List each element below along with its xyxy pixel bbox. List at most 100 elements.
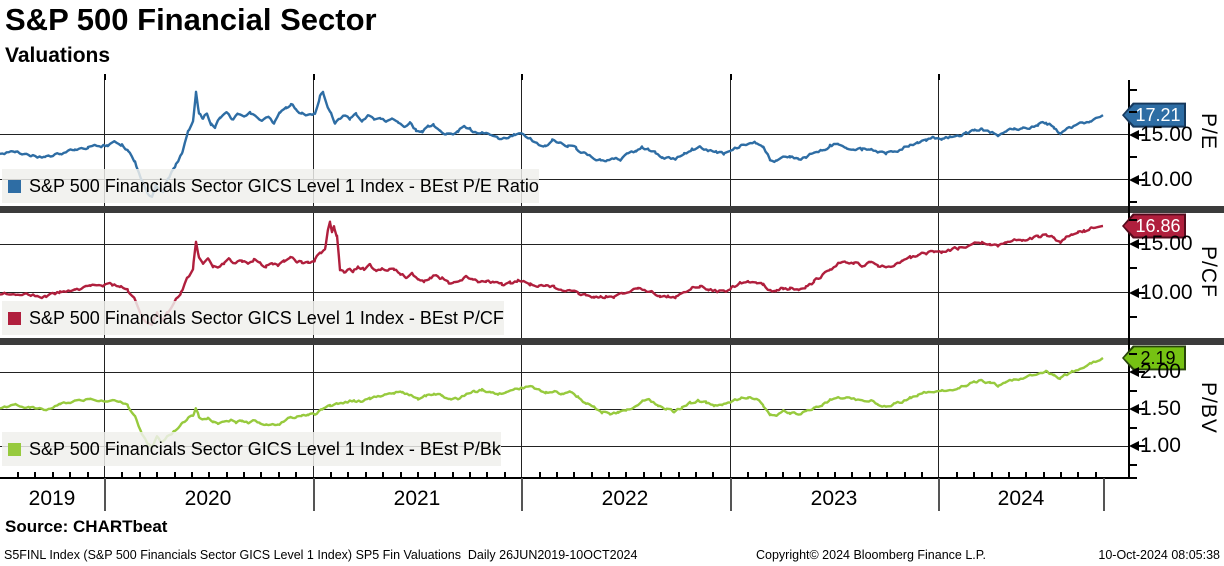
gridline-year [521, 345, 523, 478]
legend-swatch-red-icon [8, 312, 21, 325]
axis-title-pcf: P/CF [1197, 245, 1220, 298]
gridline-year [104, 213, 105, 338]
panel-pcf: S&P 500 Financials Sector GICS Level 1 I… [0, 213, 1128, 338]
gridline-horizontal [0, 243, 1128, 245]
bottom-axis-line [0, 477, 1137, 479]
gridline-horizontal [0, 371, 1128, 373]
month-tick [625, 472, 628, 477]
pe-line-chart [0, 90, 1104, 199]
month-tick [243, 472, 246, 477]
gridline-year [312, 213, 314, 338]
legend-label-pbv: S&P 500 Financials Sector GICS Level 1 I… [29, 439, 501, 459]
xtick-label: 2024 [997, 487, 1045, 510]
gridline-horizontal [0, 179, 1128, 181]
ytick-minor [1129, 111, 1137, 114]
month-tick [642, 472, 645, 477]
tag-value: 2.19 [1124, 347, 1184, 369]
ytick-minor [1129, 218, 1137, 221]
legend-label-pcf: S&P 500 Financials Sector GICS Level 1 I… [29, 308, 504, 328]
month-tick [1042, 472, 1045, 477]
tag-value: 17.21 [1124, 104, 1184, 126]
month-tick [1060, 472, 1063, 477]
panel-separator [0, 206, 1224, 213]
panel-separator [0, 338, 1224, 345]
ytick-arrow-icon [1129, 129, 1139, 140]
month-tick [347, 472, 350, 477]
month-tick [434, 472, 437, 477]
month-tick [1094, 472, 1097, 477]
ytick-arrow-icon [1129, 287, 1139, 298]
gridline-year [729, 345, 731, 478]
xaxis-year-separator [104, 478, 106, 511]
month-tick [17, 472, 20, 477]
footer-description: S5FINL Index (S&P 500 Financials Sector … [4, 548, 638, 562]
month-tick [1025, 472, 1028, 477]
ytick-label: 10.00 [1140, 280, 1193, 304]
footer-copyright: Copyright© 2024 Bloomberg Finance L.P. [756, 548, 986, 562]
gridline-year [104, 345, 105, 478]
month-tick [677, 472, 680, 477]
ytick-label: 1.50 [1140, 397, 1181, 421]
page-title: S&P 500 Financial Sector [5, 2, 377, 37]
xtick-label: 2021 [393, 487, 441, 510]
month-tick [503, 472, 506, 477]
month-tick [277, 472, 280, 477]
month-tick [608, 472, 611, 477]
month-tick [51, 472, 54, 477]
legend-swatch-blue-icon [8, 180, 21, 193]
month-tick [486, 472, 489, 477]
gridline-year [521, 213, 523, 338]
ytick-minor [1129, 267, 1137, 270]
ytick-label: 15.00 [1140, 122, 1193, 146]
month-tick [973, 472, 976, 477]
legend-pe: S&P 500 Financials Sector GICS Level 1 I… [2, 169, 539, 203]
month-tick [851, 472, 854, 477]
month-tick [920, 472, 923, 477]
ytick-label: 10.00 [1140, 167, 1193, 191]
xaxis-year-separator [938, 478, 941, 511]
gridline-year [521, 80, 523, 206]
axis-title-pe: P/E [1197, 113, 1220, 150]
last-value-tag-pbv: 2.19 [1122, 345, 1186, 371]
month-tick [555, 472, 558, 477]
month-tick [156, 472, 159, 477]
ytick-tail [1138, 408, 1145, 411]
month-tick [781, 472, 784, 477]
ytick-tail [1138, 243, 1145, 246]
month-tick [1007, 472, 1010, 477]
pbv-line-chart [0, 356, 1104, 449]
gridline-year [938, 345, 940, 478]
price-line [0, 220, 1104, 327]
year-tick-top [104, 74, 106, 80]
gridline-year [312, 345, 314, 478]
ytick-minor [1129, 426, 1137, 429]
axis-title-pbv: P/BV [1197, 381, 1220, 434]
pcf-line-chart [0, 220, 1104, 327]
gridline-horizontal [0, 292, 1128, 294]
month-tick [799, 472, 802, 477]
gridline-horizontal [0, 445, 1128, 447]
gridline-horizontal [0, 134, 1128, 136]
month-tick [1077, 472, 1080, 477]
xaxis-year-separator [312, 478, 315, 511]
month-tick [834, 472, 837, 477]
last-value-tag-pcf: 16.86 [1122, 213, 1186, 239]
xtick-label: 2023 [810, 487, 858, 510]
xtick-label: 2022 [601, 487, 649, 510]
ytick-minor [1129, 156, 1137, 159]
year-tick-top [312, 74, 315, 80]
ytick-label: 15.00 [1140, 232, 1193, 256]
month-tick [451, 472, 454, 477]
ytick-minor [1129, 88, 1137, 91]
ytick-tail [1138, 178, 1145, 181]
xaxis-year-separator [1103, 478, 1105, 511]
month-tick [538, 472, 541, 477]
month-tick [364, 472, 367, 477]
gridline-year [104, 80, 105, 206]
legend-pbv: S&P 500 Financials Sector GICS Level 1 I… [2, 432, 501, 466]
month-tick [34, 472, 37, 477]
month-tick [260, 472, 263, 477]
price-line [0, 356, 1104, 449]
ytick-minor [1129, 389, 1137, 392]
gridline-year [312, 80, 314, 206]
